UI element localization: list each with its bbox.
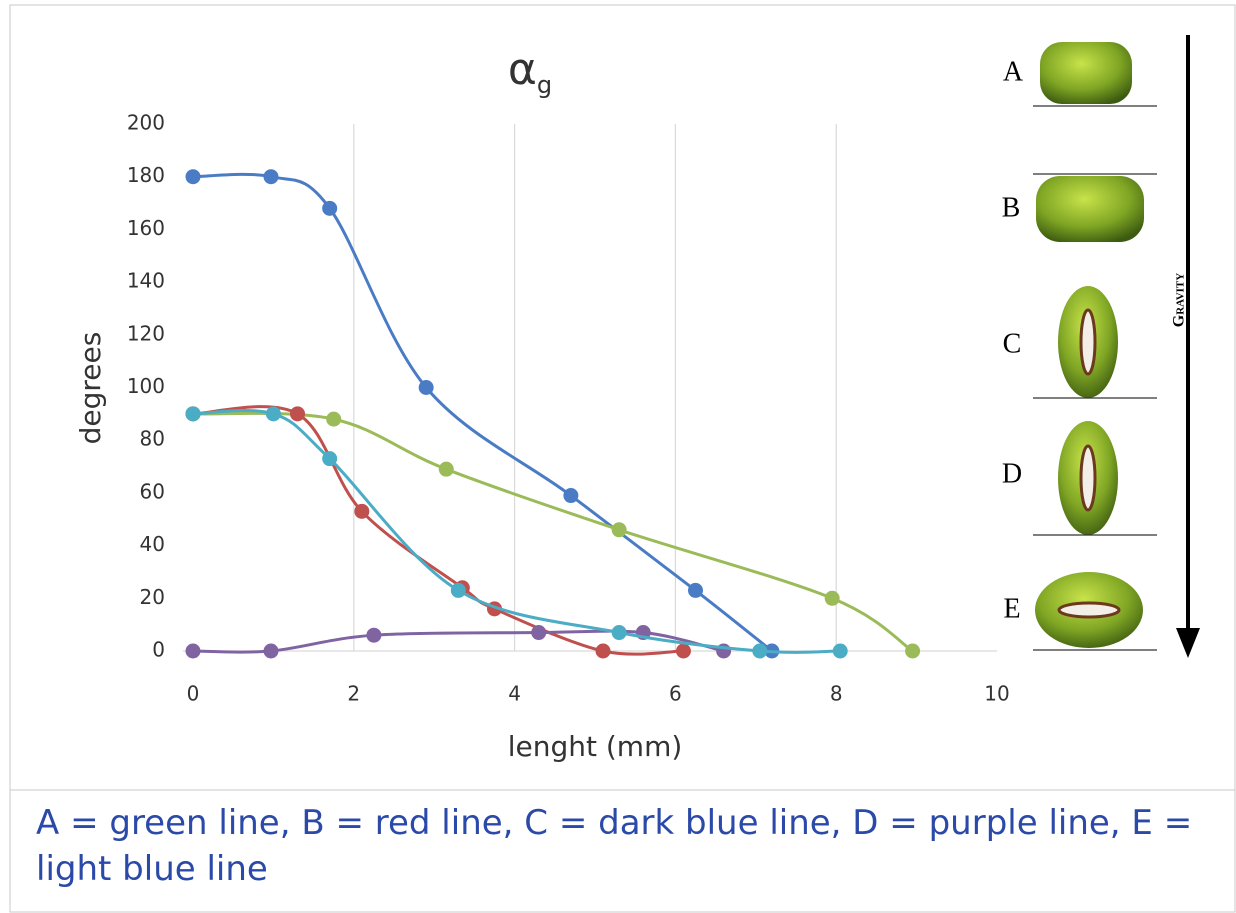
data-point <box>611 625 627 641</box>
x-tick-label: 10 <box>984 682 1009 706</box>
y-axis-title: degrees <box>74 332 107 445</box>
y-tick-label: 200 <box>127 111 165 135</box>
frame <box>9 4 1236 913</box>
data-point <box>185 643 201 659</box>
data-point <box>185 169 201 185</box>
specimen-label: C <box>1003 328 1022 359</box>
data-point <box>688 582 703 598</box>
data-point <box>438 461 454 477</box>
specimen-seed <box>1079 444 1097 512</box>
data-point <box>595 643 611 659</box>
data-point <box>418 380 434 395</box>
data-point <box>563 488 579 504</box>
specimen-seed <box>1079 308 1097 376</box>
data-point <box>824 590 840 606</box>
y-tick-label: 80 <box>140 427 165 451</box>
data-point <box>265 406 281 422</box>
data-point <box>263 643 279 659</box>
specimen-image <box>1036 176 1144 242</box>
gravity-arrowhead <box>1176 628 1200 658</box>
data-point <box>290 406 306 422</box>
y-tick-label: 20 <box>140 585 165 609</box>
x-axis-title: lenght (mm) <box>508 730 683 763</box>
specimen-seed <box>1057 601 1121 619</box>
y-tick-label: 0 <box>152 638 165 662</box>
gravity-label: Gravity <box>1171 273 1188 327</box>
data-point <box>531 625 547 641</box>
y-tick-label: 160 <box>127 216 165 240</box>
data-point <box>752 643 768 659</box>
caption: A = green line, B = red line, C = dark b… <box>36 803 1193 889</box>
data-point <box>185 406 201 422</box>
title-symbol: α <box>508 44 537 95</box>
data-point <box>905 643 921 659</box>
specimen-label: A <box>1003 56 1024 87</box>
data-point <box>832 643 848 659</box>
specimen-label: D <box>1002 458 1022 489</box>
data-point <box>263 169 279 185</box>
series-line <box>192 411 914 653</box>
data-point <box>611 522 627 538</box>
data-point <box>322 451 338 467</box>
data-point <box>450 582 466 598</box>
specimen-label: B <box>1002 192 1021 223</box>
series-line <box>192 405 684 656</box>
x-tick-label: 2 <box>347 682 360 706</box>
y-tick-label: 120 <box>127 321 165 345</box>
data-point <box>366 627 382 643</box>
specimen-label: E <box>1003 593 1020 624</box>
title-subscript: g <box>537 71 552 99</box>
y-tick-label: 180 <box>127 163 165 187</box>
y-tick-label: 140 <box>127 269 165 293</box>
x-tick-label: 6 <box>669 682 682 706</box>
data-point <box>322 200 338 216</box>
data-point <box>354 503 370 519</box>
x-tick-label: 0 <box>187 682 200 706</box>
chart-title: αg <box>508 44 552 99</box>
data-point <box>326 411 342 427</box>
specimen-panel: Gravity A B C D E <box>1002 35 1200 658</box>
y-tick-label: 60 <box>140 479 165 503</box>
y-tick-label: 100 <box>127 374 165 398</box>
y-tick-label: 40 <box>140 532 165 556</box>
specimen-image <box>1040 42 1132 104</box>
series-line <box>192 409 841 654</box>
x-tick-label: 4 <box>508 682 521 706</box>
data-point <box>675 643 691 659</box>
x-tick-label: 8 <box>830 682 843 706</box>
